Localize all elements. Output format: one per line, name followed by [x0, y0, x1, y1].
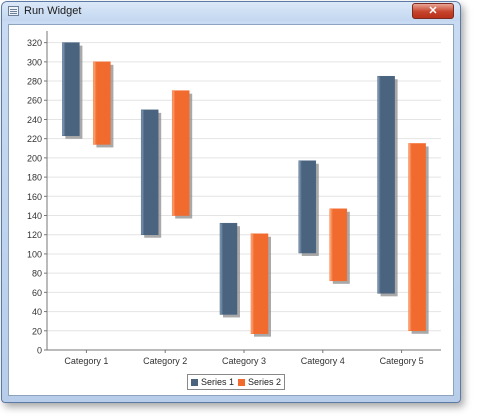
- window-title: Run Widget: [24, 5, 82, 17]
- y-tick-label: 220: [27, 134, 42, 144]
- bar-series-1: [62, 42, 80, 137]
- y-tick-label: 40: [32, 307, 42, 317]
- close-icon: ✕: [428, 5, 438, 17]
- run-widget-window: Run Widget ✕ 0 20 40 60 80 100 120 140 160 180 200…: [1, 1, 461, 403]
- bar-series-2: [250, 233, 269, 334]
- bar-series-2: [171, 90, 190, 216]
- legend-item-series-2: Series 2: [238, 377, 281, 387]
- x-tick-label: Category 5: [380, 356, 424, 366]
- y-tick-label: 20: [32, 326, 42, 336]
- bar-series-1: [377, 75, 395, 294]
- y-tick-label: 320: [27, 38, 42, 48]
- chart-panel: 0 20 40 60 80 100 120 140 160 180 200 220 240 260 280 3…: [8, 24, 454, 396]
- y-tick-label: 80: [32, 269, 42, 279]
- bar-series-2: [329, 208, 348, 282]
- y-tick-label: 300: [27, 57, 42, 67]
- y-tick-label: 60: [32, 288, 42, 298]
- title-bar[interactable]: Run Widget ✕: [2, 2, 460, 21]
- y-tick-label: 160: [27, 192, 42, 202]
- bar-series-1: [140, 109, 159, 235]
- y-tick-label: 0: [37, 346, 42, 356]
- y-tick-label: 100: [27, 249, 42, 259]
- bar-series-1: [298, 160, 317, 254]
- bar-series-2: [93, 61, 111, 145]
- y-tick-label: 120: [27, 230, 42, 240]
- chart-legend: Series 1 Series 2: [187, 374, 286, 390]
- window-list-icon: [8, 6, 19, 16]
- legend-item-series-1: Series 1: [191, 377, 234, 387]
- x-tick-label: Category 4: [301, 356, 345, 366]
- y-tick-label: 280: [27, 77, 42, 87]
- legend-label-series-2: Series 2: [248, 377, 282, 387]
- x-tick-label: Category 1: [64, 356, 108, 366]
- range-bar-chart: 0 20 40 60 80 100 120 140 160 180 200 220 240 260 280 3…: [27, 31, 441, 366]
- y-tick-label: 200: [27, 153, 42, 163]
- y-tick-label: 240: [27, 115, 42, 125]
- y-tick-label: 180: [27, 173, 42, 183]
- y-tick-label: 260: [27, 96, 42, 106]
- x-tick-label: Category 2: [143, 356, 187, 366]
- x-tick-label: Category 3: [222, 356, 266, 366]
- legend-swatch-series-1: [191, 378, 198, 386]
- y-tick-label: 140: [27, 211, 42, 221]
- bar-series-2: [408, 143, 426, 332]
- bar-series-1: [219, 222, 238, 315]
- legend-label-series-1: Series 1: [201, 377, 235, 387]
- close-button[interactable]: ✕: [412, 3, 454, 19]
- legend-swatch-series-2: [238, 378, 246, 386]
